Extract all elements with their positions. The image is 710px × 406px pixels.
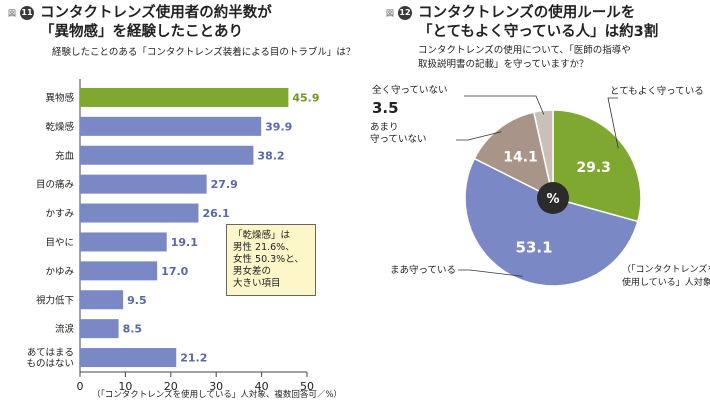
- figure-number-badge: 11: [20, 6, 34, 20]
- pie-value-label: 29.3: [576, 160, 611, 176]
- figure-number-badge: 12: [398, 6, 412, 20]
- pie-center-label: %: [546, 192, 559, 207]
- pie-slice: [532, 109, 554, 199]
- category-label: 目やに: [45, 237, 74, 248]
- pie-value-label: 53.1: [516, 238, 553, 256]
- category-label: 目の痛み: [36, 179, 74, 191]
- category-label-line: 異物感: [45, 92, 74, 104]
- bar-value-label: 19.1: [171, 236, 198, 249]
- category-label: かすみ: [45, 209, 74, 220]
- bar-value-label: 27.9: [211, 178, 238, 191]
- x-tick-label: 0: [77, 380, 84, 393]
- bar-value-label: 26.1: [202, 207, 229, 220]
- pie-slice-label: まあ守っている: [390, 264, 456, 276]
- bar-value-label: 21.2: [180, 352, 207, 365]
- chart-subtitle-line-1: コンタクトレンズの使用について、「医師の指導や: [418, 45, 631, 56]
- category-label-line: 視力低下: [36, 294, 74, 306]
- pie-slice-label: 全く守っていない: [372, 84, 448, 96]
- annotation-line: 「乾燥感」は: [233, 230, 291, 241]
- category-label-line: 流涙: [55, 323, 75, 335]
- pie-value-label: 14.1: [503, 149, 538, 165]
- chart-title-line-1: コンタクトレンズ使用者の約半数が: [40, 5, 272, 21]
- annotation-line: 男性 21.6%、: [233, 242, 295, 253]
- bar: [80, 87, 289, 107]
- annotation-box: 「乾燥感」は 男性 21.6%、 女性 50.3%と、 男女差の 大きい項目: [226, 224, 316, 296]
- pie-slice: [464, 157, 639, 287]
- bar: [80, 348, 177, 368]
- category-label-line: かゆみ: [45, 266, 74, 277]
- figure-12-panel: 図 12 コンタクトレンズの使用ルールを 「とてもよく守っている人」は約3割 コ…: [360, 0, 710, 406]
- chart-title-line-1: コンタクトレンズの使用ルールを: [418, 5, 636, 21]
- figure-11-panel: 図 11 コンタクトレンズ使用者の約半数が 「異物感」を経験したことあり 経験し…: [8, 5, 356, 400]
- pie-value-label: 3.5: [372, 99, 399, 117]
- pie-leader-line: [607, 97, 619, 149]
- bar-chart: 0 10 20 30 40 50 45.9 異物感 39.9 乾燥感 38.2 充血 27.9 目の痛み 2…: [26, 79, 320, 393]
- bar-value-label: 45.9: [292, 91, 319, 104]
- chart-subtitle: 経験したことのある「コンタクトレンズ装着による目のトラブル」は？: [52, 47, 356, 58]
- pie-footnote-line: 使用している」人対象）: [622, 276, 710, 288]
- category-label-line: 充血: [55, 150, 75, 162]
- category-label-line: 目やに: [45, 237, 74, 248]
- category-label: かゆみ: [45, 266, 74, 277]
- bar-value-label: 8.5: [123, 323, 143, 336]
- pie-slice-label-line: あまり: [370, 122, 399, 133]
- category-label: あてはまるものはない: [26, 348, 74, 370]
- bar-value-label: 9.5: [127, 294, 147, 307]
- category-label: 異物感: [45, 92, 74, 104]
- category-label: 乾燥感: [45, 121, 74, 133]
- pie-center: [537, 182, 569, 214]
- category-label-line: ものはない: [26, 359, 74, 370]
- pie-slice-label-line: 守っていない: [370, 133, 427, 145]
- pie-leader-line: [458, 269, 523, 277]
- bar: [80, 174, 207, 194]
- pie-leader-line: [456, 131, 502, 141]
- category-label-line: 乾燥感: [45, 121, 74, 133]
- category-label: 流涙: [55, 323, 75, 335]
- bar: [80, 232, 167, 252]
- category-label: 視力低下: [36, 294, 74, 306]
- annotation-line: 大きい項目: [233, 278, 281, 289]
- chart-title-line-2: 「とてもよく守っている人」は約3割: [418, 24, 659, 40]
- pie-slice: [552, 109, 642, 223]
- bar-value-label: 39.9: [265, 120, 292, 133]
- bar: [80, 145, 254, 165]
- chart-title-line-2: 「異物感」を経験したことあり: [40, 24, 243, 40]
- annotation-line: 女性 50.3%と、: [233, 254, 304, 265]
- bar-value-label: 17.0: [161, 265, 188, 278]
- category-label-line: あてはまる: [27, 348, 74, 359]
- pie-slice-label: とてもよく守っている: [610, 85, 704, 97]
- bar-value-label: 38.2: [257, 149, 284, 162]
- annotation-line: 男女差の: [233, 266, 272, 277]
- x-tick-label: 40: [255, 380, 269, 393]
- figure-label: 図: [8, 9, 16, 18]
- bar: [80, 290, 124, 310]
- bar: [80, 261, 158, 281]
- chart-footnote: （「コンタクトレンズを使用している」人対象、複数回答可／%）: [92, 390, 342, 400]
- category-label: 充血: [55, 150, 75, 162]
- chart-subtitle-line-2: 取扱説明書の記載」を守っていますか？: [418, 59, 589, 70]
- category-label-line: 目の痛み: [36, 179, 74, 191]
- pie-slice-label: あまり守っていない: [370, 122, 427, 145]
- x-tick-label: 50: [300, 380, 314, 393]
- bar: [80, 319, 119, 339]
- x-tick-label: 10: [118, 380, 132, 393]
- x-tick-label: 20: [164, 380, 178, 393]
- bar: [80, 203, 199, 223]
- pie-footnote-line: （「コンタクトレンズを: [622, 263, 710, 275]
- x-tick-label: 30: [209, 380, 223, 393]
- bar: [80, 116, 262, 136]
- figure-label: 図: [386, 9, 394, 18]
- pie-leader-line: [464, 95, 545, 115]
- category-label-line: かすみ: [45, 209, 74, 220]
